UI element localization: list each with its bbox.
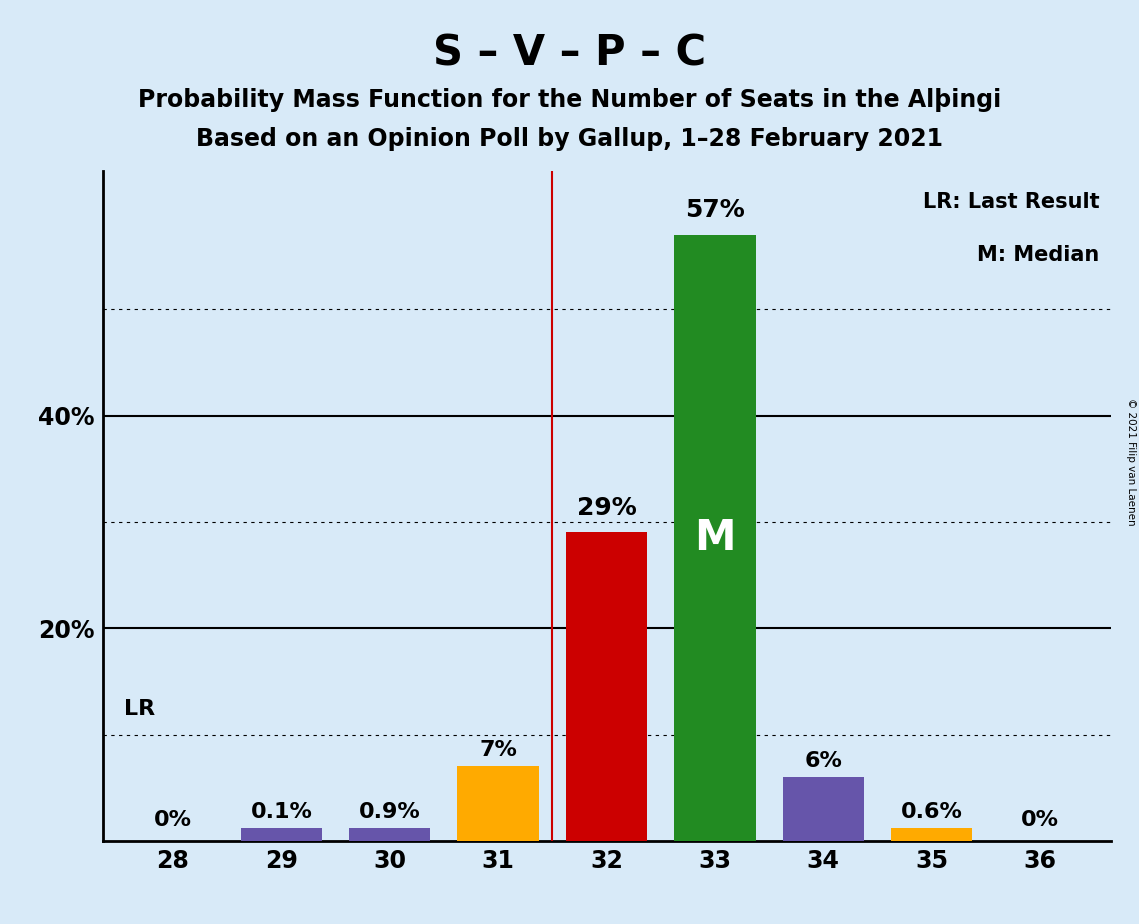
Text: © 2021 Filip van Laenen: © 2021 Filip van Laenen xyxy=(1126,398,1136,526)
Text: M: M xyxy=(694,517,736,559)
Text: 57%: 57% xyxy=(685,198,745,222)
Bar xyxy=(782,777,865,841)
Text: 0.1%: 0.1% xyxy=(251,802,312,821)
Text: M: Median: M: Median xyxy=(977,246,1099,265)
Text: Probability Mass Function for the Number of Seats in the Alþingi: Probability Mass Function for the Number… xyxy=(138,88,1001,112)
Text: 7%: 7% xyxy=(480,740,517,760)
Text: 6%: 6% xyxy=(804,750,842,771)
Text: 0%: 0% xyxy=(154,810,192,830)
Text: 0%: 0% xyxy=(1021,810,1059,830)
Bar xyxy=(458,766,539,841)
Text: LR: LR xyxy=(124,699,155,719)
Bar xyxy=(240,828,322,841)
Bar xyxy=(891,828,973,841)
Text: 0.9%: 0.9% xyxy=(359,802,420,821)
Bar xyxy=(566,532,647,841)
Bar xyxy=(349,828,431,841)
Text: 29%: 29% xyxy=(576,495,637,519)
Text: LR: Last Result: LR: Last Result xyxy=(923,192,1099,213)
Text: 0.6%: 0.6% xyxy=(901,802,962,821)
Text: S – V – P – C: S – V – P – C xyxy=(433,32,706,74)
Text: Based on an Opinion Poll by Gallup, 1–28 February 2021: Based on an Opinion Poll by Gallup, 1–28… xyxy=(196,127,943,151)
Bar xyxy=(674,235,755,841)
